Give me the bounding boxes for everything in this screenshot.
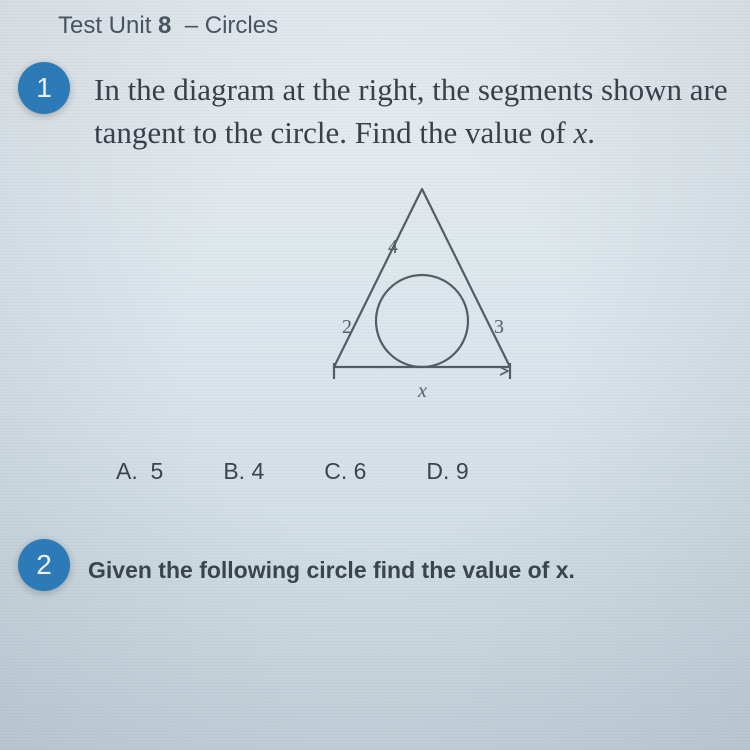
- answer-b[interactable]: B. 4: [223, 458, 264, 485]
- question-badge: 1: [18, 62, 70, 114]
- answer-choices: A. 5 B. 4 C. 6 D. 9: [94, 458, 750, 485]
- question-2: 2 Given the following circle find the va…: [0, 545, 750, 584]
- svg-text:3: 3: [494, 316, 504, 338]
- question-2-prompt: Given the following circle find the valu…: [0, 545, 750, 584]
- page: Test Unit 8 – Circles 1 In the diagram a…: [0, 0, 750, 584]
- question-1: 1 In the diagram at the right, the segme…: [0, 68, 750, 485]
- answer-d[interactable]: D. 9: [426, 458, 468, 485]
- prompt-end: .: [587, 115, 595, 150]
- geometry-diagram: 4 2 3 x: [302, 183, 542, 413]
- question-prompt: In the diagram at the right, the segment…: [94, 68, 750, 155]
- svg-text:2: 2: [342, 316, 352, 338]
- svg-text:4: 4: [388, 236, 398, 258]
- svg-text:x: x: [417, 380, 427, 402]
- title-prefix: Test Unit: [58, 12, 151, 39]
- question-badge: 2: [18, 539, 70, 591]
- prompt-line2: tangent to the circle. Find the value of: [94, 115, 574, 150]
- prompt-line1: In the diagram at the right, the segment…: [94, 72, 728, 107]
- badge-number: 2: [36, 549, 52, 581]
- badge-number: 1: [36, 72, 52, 104]
- answer-a[interactable]: A. 5: [116, 458, 163, 485]
- test-title: Test Unit 8 – Circles: [0, 12, 750, 40]
- title-suffix: – Circles: [185, 12, 278, 39]
- answer-c[interactable]: C. 6: [324, 458, 366, 485]
- prompt-variable: x: [574, 115, 588, 150]
- unit-number: 8: [158, 12, 171, 39]
- diagram-container: 4 2 3 x: [94, 183, 750, 413]
- question-body: In the diagram at the right, the segment…: [0, 68, 750, 485]
